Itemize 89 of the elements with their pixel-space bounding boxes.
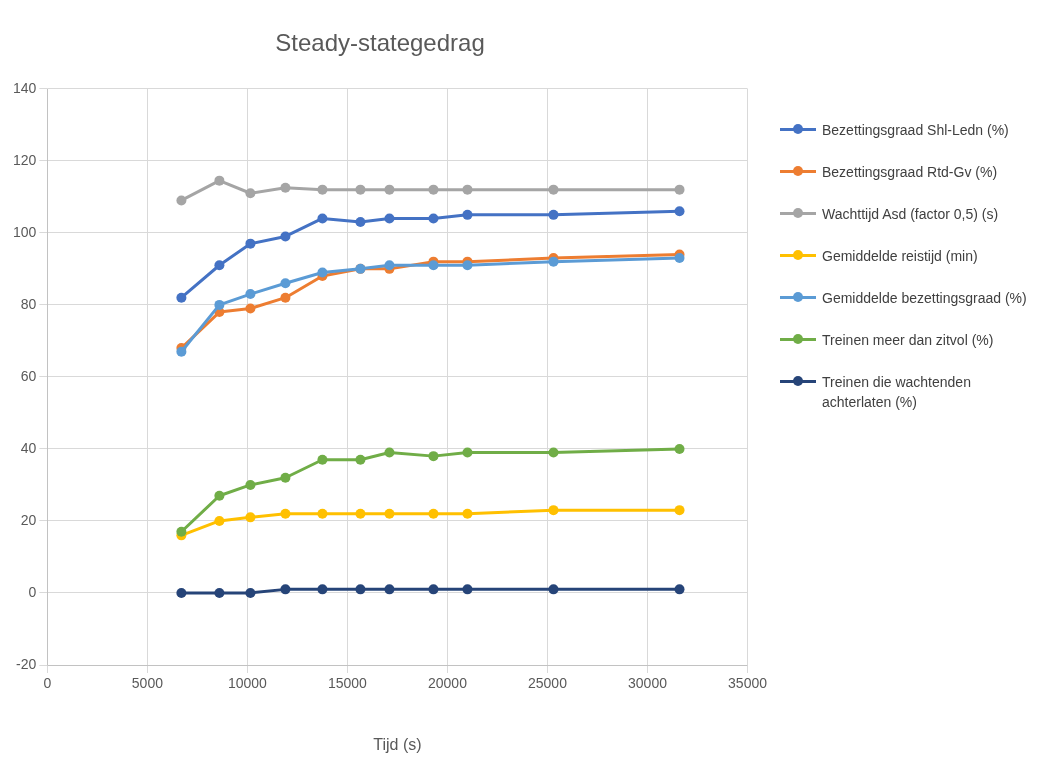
y-tick-label: 100 — [13, 223, 37, 240]
point — [317, 454, 328, 465]
point — [674, 253, 685, 264]
point — [280, 584, 291, 595]
point — [317, 508, 328, 519]
point — [548, 447, 559, 458]
legend-label: Gemiddelde reistijd (min) — [822, 247, 978, 266]
point — [245, 303, 256, 314]
point — [214, 175, 225, 186]
point — [548, 584, 559, 595]
point — [462, 260, 473, 271]
point — [462, 508, 473, 519]
point — [317, 213, 328, 224]
point — [355, 454, 366, 465]
point — [176, 526, 187, 537]
y-tick-label: 80 — [20, 295, 37, 312]
x-tick-label: 35000 — [728, 675, 768, 692]
x-tick-label: 30000 — [628, 675, 668, 692]
legend-label: Treinen die wachtenden achterlaten (%) — [822, 373, 972, 412]
point — [214, 490, 225, 501]
point — [384, 584, 395, 595]
point — [674, 505, 685, 516]
y-tick-label: 140 — [13, 79, 37, 96]
point — [384, 508, 395, 519]
point — [355, 184, 366, 195]
x-tick-label: 25000 — [528, 675, 568, 692]
point — [214, 587, 225, 598]
point — [280, 292, 291, 303]
point — [280, 278, 291, 289]
point — [674, 584, 685, 595]
y-tick-label: 0 — [28, 583, 37, 600]
point — [245, 188, 256, 199]
point — [462, 209, 473, 220]
y-tick-label: 40 — [20, 439, 37, 456]
point — [176, 195, 187, 206]
point — [280, 508, 291, 519]
point — [462, 184, 473, 195]
point — [280, 472, 291, 483]
point — [245, 289, 256, 300]
point — [548, 209, 559, 220]
point — [317, 267, 328, 278]
y-tick-label: 20 — [20, 511, 37, 528]
point — [428, 260, 439, 271]
point — [355, 217, 366, 228]
point — [428, 508, 439, 519]
point — [428, 451, 439, 462]
point — [245, 238, 256, 249]
point — [245, 479, 256, 490]
point — [245, 587, 256, 598]
point — [317, 584, 328, 595]
point — [428, 184, 439, 195]
point — [355, 584, 366, 595]
point — [548, 505, 559, 516]
point — [384, 184, 395, 195]
legend-label: Treinen meer dan zitvol (%) — [822, 331, 994, 350]
x-tick-label: 20000 — [427, 675, 468, 692]
point — [317, 184, 328, 195]
point — [674, 206, 685, 217]
chart-title: Steady-stategedrag — [275, 29, 485, 57]
point — [280, 231, 291, 242]
legend-label: Bezettingsgraad Rtd-Gv (%) — [822, 163, 998, 182]
legend-label: Bezettingsgraad Shl-Ledn (%) — [822, 121, 1009, 140]
point — [176, 292, 187, 303]
point — [214, 515, 225, 526]
legend-label: Wachttijd Asd (factor 0,5) (s) — [822, 205, 999, 224]
x-tick-label: 0 — [43, 675, 52, 692]
point — [674, 443, 685, 454]
point — [428, 213, 439, 224]
point — [548, 184, 559, 195]
point — [462, 447, 473, 458]
point — [245, 512, 256, 523]
point — [214, 299, 225, 310]
x-axis-title: Tijd (s) — [373, 735, 422, 753]
y-tick-label: 120 — [13, 151, 37, 168]
legend-label: Gemiddelde bezettingsgraad (%) — [822, 289, 1027, 308]
x-tick-label: 15000 — [327, 675, 368, 692]
x-tick-label: 5000 — [131, 675, 164, 692]
y-tick-label: 60 — [20, 367, 37, 384]
point — [355, 508, 366, 519]
point — [214, 260, 225, 271]
y-tick-label: -20 — [16, 655, 37, 672]
point — [384, 447, 395, 458]
point — [674, 184, 685, 195]
point — [176, 587, 187, 598]
point — [428, 584, 439, 595]
x-tick-label: 10000 — [227, 675, 268, 692]
point — [462, 584, 473, 595]
point — [384, 213, 395, 224]
point — [280, 182, 291, 193]
